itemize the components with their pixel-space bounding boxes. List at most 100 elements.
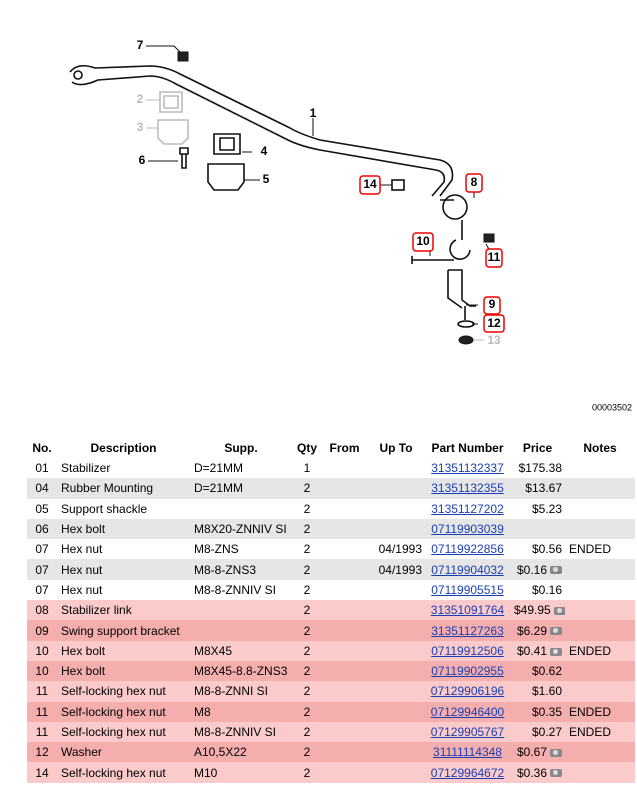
camera-icon[interactable] — [550, 627, 562, 636]
part-link[interactable]: 07129906196 — [430, 684, 505, 699]
price: $175.38 — [518, 461, 562, 476]
part-link[interactable]: 07129905767 — [430, 725, 505, 739]
no: 04 — [35, 481, 49, 496]
rubber-mount-dim — [159, 91, 183, 113]
camera-icon[interactable] — [550, 566, 562, 575]
cell-part-number: 07119902955 — [425, 661, 510, 681]
callout: 9 — [489, 297, 496, 311]
supp: M8-8-ZNNI SI — [194, 684, 269, 699]
column-header: Qty — [296, 441, 317, 455]
header-row: No. Description Supp. Qty From Up To Part Numb… — [27, 438, 635, 458]
cell-up-to — [367, 681, 425, 701]
cell-description: Stabilizer link — [57, 600, 190, 620]
cell-description: Self-locking hex nut — [57, 762, 190, 782]
cell-from — [322, 641, 367, 661]
description: Rubber Mounting — [61, 481, 154, 496]
qty: 2 — [303, 704, 311, 719]
part-link[interactable]: 31351132355 — [431, 481, 504, 496]
cell-price: $0.16 — [510, 559, 565, 579]
cell-from — [322, 458, 367, 478]
cell-qty: 2 — [292, 722, 322, 742]
callout: 13 — [487, 333, 501, 347]
cell-description: Self-locking hex nut — [57, 681, 190, 701]
callout: 5 — [263, 172, 270, 186]
supp: M8X45 — [194, 643, 233, 658]
part-link[interactable]: 31351091764 — [430, 603, 505, 618]
cell-part-number: 07129946400 — [425, 702, 510, 722]
stabilizer-bar-edge — [71, 75, 446, 197]
part-link[interactable]: 07119904032 — [431, 562, 504, 577]
cell-description: Washer — [57, 742, 190, 762]
part-link[interactable]: 07119902955 — [431, 664, 504, 679]
parts-table: No. Description Supp. Qty From Up To Part Numb… — [27, 438, 635, 783]
part-link[interactable]: 07119905515 — [431, 582, 504, 597]
cell-price: $0.41 — [510, 641, 565, 661]
part-link[interactable]: 31351132337 — [431, 461, 504, 476]
part-link[interactable]: 07119912506 — [431, 643, 504, 658]
cell-qty: 2 — [292, 641, 322, 661]
cell-no: 07 — [27, 559, 57, 579]
part-row: 11 Self-locking hex nut M8 2 07129946400 $0.3… — [27, 701, 635, 722]
part-row: 12 Washer A10,5X22 2 31111114348 $0.67 — [27, 742, 635, 763]
cell-notes: ENDED — [565, 641, 635, 661]
column-header: No. — [32, 441, 52, 455]
no: 11 — [35, 684, 49, 699]
part-link[interactable]: 07119922856 — [431, 542, 504, 557]
price: $0.67 — [516, 745, 547, 760]
qty: 2 — [303, 562, 311, 577]
cell-supp: M8-8-ZNNIV SI — [190, 580, 292, 600]
camera-icon[interactable] — [550, 769, 562, 778]
cell-supp: D=21MM — [190, 458, 292, 478]
cell-no: 10 — [27, 641, 57, 661]
cell-supp: M8-8-ZNS3 — [190, 559, 292, 579]
column-header: Notes — [583, 441, 617, 455]
nut-13 — [458, 335, 474, 345]
cell-qty: 2 — [292, 478, 322, 498]
notes: ENDED — [569, 725, 612, 739]
callout-box — [483, 296, 501, 315]
column-header: Part Number — [431, 441, 504, 455]
cell-no: 11 — [27, 702, 57, 722]
cell-from — [322, 762, 367, 782]
part-link[interactable]: 07119903039 — [431, 522, 504, 537]
cell-no: 08 — [27, 600, 57, 620]
part-link[interactable]: 31351127263 — [431, 623, 504, 638]
qty: 2 — [303, 684, 311, 699]
cell-supp: M8X45-8.8-ZNS3 — [190, 661, 292, 681]
cell-up-to: 04/1993 — [367, 539, 425, 559]
column-header: Description — [90, 441, 157, 455]
cell-notes — [565, 742, 635, 762]
description: Hex nut — [61, 542, 103, 557]
cell-notes — [565, 478, 635, 498]
no: 07 — [35, 542, 49, 557]
part-link[interactable]: 07129964672 — [430, 765, 505, 780]
price: $0.16 — [516, 562, 547, 577]
cell-notes — [565, 762, 635, 782]
part-row: 01 Stabilizer D=21MM 1 31351132337 $175.38 — [27, 458, 635, 479]
camera-icon[interactable] — [550, 647, 562, 656]
nut — [177, 51, 189, 62]
supp: M8 — [194, 704, 211, 719]
no: 10 — [35, 643, 49, 658]
part-link[interactable]: 31351127202 — [431, 501, 504, 516]
price: $1.60 — [531, 684, 562, 699]
part-link[interactable]: 07129946400 — [430, 704, 505, 719]
bracket — [447, 269, 476, 309]
supp: A10,5X22 — [194, 745, 247, 760]
cell-supp: M8X45 — [190, 641, 292, 661]
cell-from — [322, 580, 367, 600]
camera-icon[interactable] — [550, 749, 562, 758]
notes: ENDED — [569, 643, 612, 658]
camera-icon[interactable] — [553, 607, 565, 616]
cell-up-to — [367, 742, 425, 762]
cell-qty: 2 — [292, 702, 322, 722]
part-link[interactable]: 31111114348 — [433, 745, 502, 760]
qty: 2 — [303, 522, 311, 537]
cell-part-number: 07129964672 — [425, 762, 510, 782]
cell-price: $0.27 — [510, 722, 565, 742]
supp: M8-8-ZNNIV SI — [194, 582, 277, 597]
cell-part-number: 31351132337 — [425, 458, 510, 478]
cell-description: Stabilizer — [57, 458, 190, 478]
up-to: 04/1993 — [378, 542, 422, 557]
column-header: Up To — [379, 441, 413, 455]
